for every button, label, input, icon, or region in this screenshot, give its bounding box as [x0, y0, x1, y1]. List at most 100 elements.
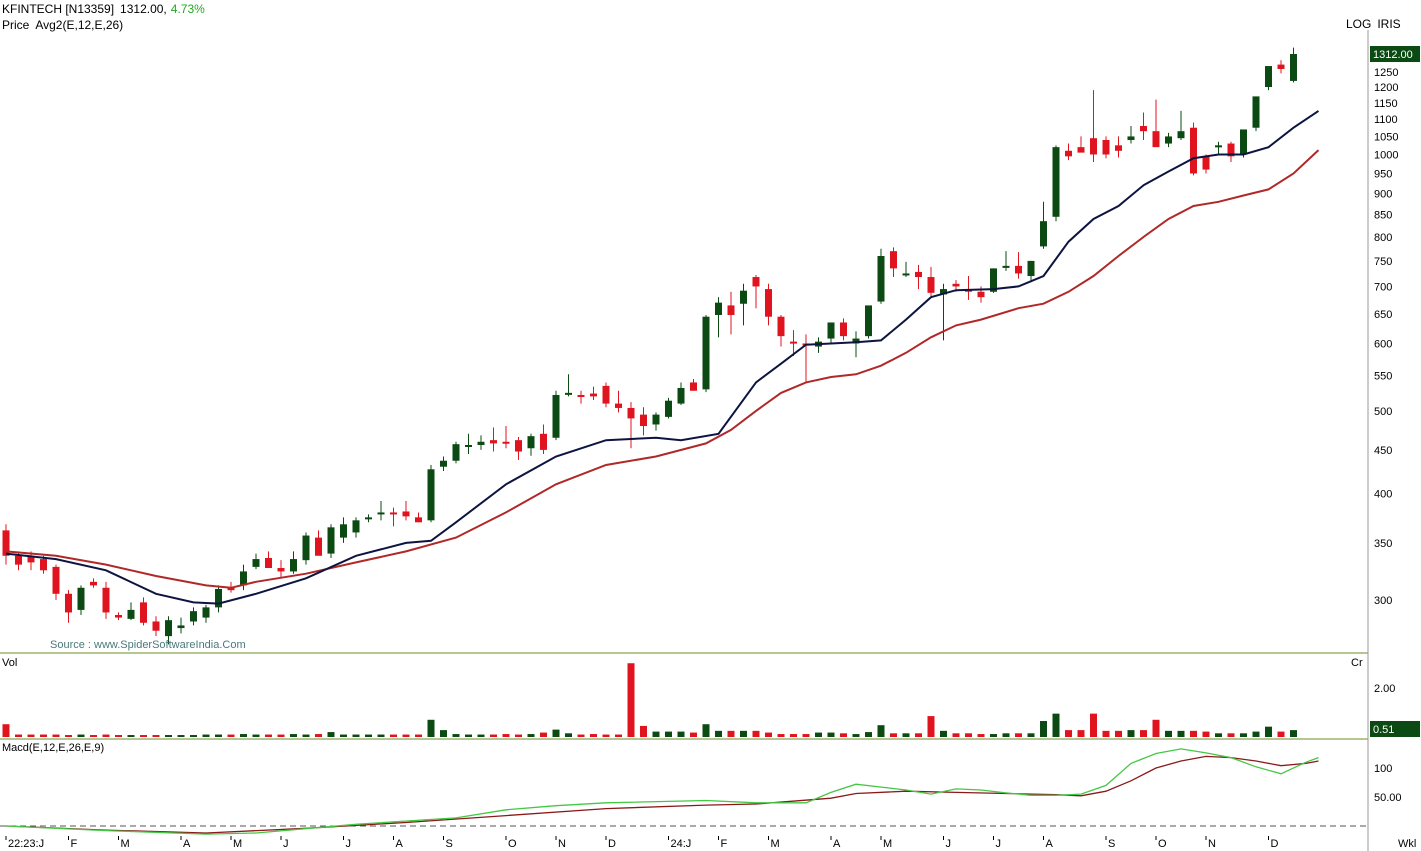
- candle-body: [415, 517, 422, 523]
- volume-bar: [165, 735, 172, 737]
- chart-header: KFINTECH [N13359] 1312.00, 4.73%: [2, 2, 211, 16]
- candle-body: [627, 407, 635, 419]
- candle-body: [65, 593, 72, 613]
- volume-bar: [27, 734, 35, 737]
- candle-body: [690, 382, 697, 391]
- iris-toggle[interactable]: IRIS: [1377, 17, 1401, 31]
- volume-bar: [990, 734, 997, 737]
- candle-body: [765, 289, 772, 317]
- candle-body: [340, 524, 347, 538]
- y-tick-label: 750: [1374, 256, 1392, 268]
- volume-bar: [1115, 730, 1122, 737]
- volume-bar: [690, 732, 697, 737]
- volume-bar: [1227, 733, 1235, 737]
- volume-bar: [1190, 730, 1197, 737]
- volume-bar: [365, 734, 372, 737]
- volume-bar: [1277, 731, 1285, 737]
- volume-bar: [840, 733, 847, 737]
- x-tick-label: A: [183, 838, 191, 850]
- volume-bar: [740, 730, 747, 737]
- y-tick-label: 1150: [1374, 98, 1398, 110]
- candle-body: [165, 620, 172, 637]
- x-tick-label: A: [1046, 838, 1054, 850]
- volume-bar: [1240, 733, 1247, 737]
- x-tick-label: M: [121, 838, 130, 850]
- candle-body: [1202, 156, 1210, 170]
- y-tick-label: 450: [1374, 445, 1392, 457]
- volume-bar: [877, 725, 885, 737]
- candle-body: [927, 277, 935, 293]
- macd-tick-label: 100: [1374, 763, 1392, 775]
- candle-body: [140, 602, 147, 623]
- candle-body: [390, 512, 397, 515]
- x-tick-label: J: [346, 838, 352, 850]
- candle-body: [1102, 139, 1110, 155]
- candle-body: [1052, 147, 1060, 217]
- macd-line: [5, 748, 1319, 835]
- candle-body: [102, 587, 110, 613]
- volume-bar: [440, 730, 447, 737]
- candle-body: [1240, 129, 1247, 155]
- candle-body: [840, 322, 847, 337]
- volume-bar: [1015, 733, 1022, 737]
- price-label: Price: [2, 18, 30, 32]
- candle-body: [1177, 131, 1185, 139]
- y-tick-label: 650: [1374, 309, 1392, 321]
- candle-body: [252, 559, 260, 567]
- candle-body: [327, 527, 335, 554]
- candle-body: [740, 290, 747, 304]
- volume-bar: [1202, 731, 1210, 737]
- x-tick-label: D: [608, 838, 616, 850]
- volume-bar: [77, 734, 85, 737]
- candle-body: [1277, 64, 1285, 69]
- volume-bar: [352, 734, 360, 737]
- candle-body: [827, 322, 835, 339]
- volume-bar: [765, 732, 772, 737]
- volume-bar: [102, 734, 110, 737]
- y-tick-label: 800: [1374, 232, 1392, 244]
- volume-bar: [1290, 730, 1297, 737]
- y-tick-label: 600: [1374, 338, 1392, 350]
- volume-bar: [1090, 713, 1097, 737]
- source-watermark: Source : www.SpiderSoftwareIndia.Com: [50, 639, 246, 651]
- x-tick-label: S: [1108, 838, 1115, 850]
- study-header: Price Avg2(E,12,E,26): [2, 18, 129, 32]
- volume-bar: [315, 734, 322, 737]
- candle-body: [302, 535, 310, 561]
- volume-bar: [290, 734, 297, 737]
- volume-bar: [340, 734, 347, 737]
- volume-bar: [1065, 730, 1072, 737]
- candle-body: [1015, 265, 1022, 274]
- candle-body: [365, 517, 372, 520]
- volume-bar: [465, 734, 472, 737]
- candle-body: [1127, 136, 1135, 140]
- volume-bar: [377, 734, 385, 737]
- y-tick-label: 700: [1374, 281, 1392, 293]
- log-toggle[interactable]: LOG: [1346, 17, 1372, 31]
- macd-signal-line: [5, 755, 1319, 834]
- x-tick-label: 22:23:J: [8, 838, 44, 850]
- candle-body: [565, 392, 572, 395]
- y-tick-label: 1100: [1374, 114, 1398, 126]
- y-tick-label: 1050: [1374, 131, 1398, 143]
- candle-body: [777, 316, 785, 337]
- volume-bar: [202, 734, 210, 737]
- volume-bar: [965, 733, 972, 737]
- candle-body: [115, 614, 122, 618]
- candle-body: [190, 611, 197, 622]
- volume-bar: [302, 734, 310, 737]
- candle-body: [877, 256, 885, 302]
- candle-body: [577, 394, 585, 397]
- volume-bar: [1252, 731, 1260, 737]
- volume-bar: [1002, 733, 1010, 737]
- candle-body: [715, 302, 722, 315]
- candle-body: [1165, 136, 1172, 144]
- x-tick-label: J: [996, 838, 1002, 850]
- volume-bar: [1052, 713, 1060, 737]
- candle-body: [552, 394, 560, 438]
- volume-bar: [640, 725, 647, 737]
- volume-bar: [190, 735, 197, 737]
- volume-bar: [602, 734, 610, 737]
- volume-bar: [827, 732, 835, 737]
